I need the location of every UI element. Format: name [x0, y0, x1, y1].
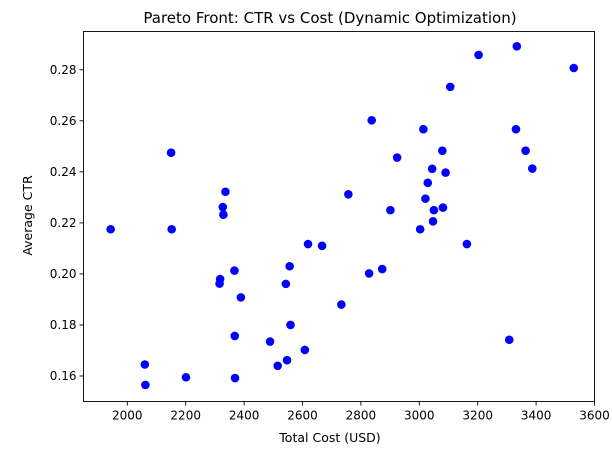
data-point	[219, 210, 228, 220]
data-point	[282, 355, 292, 365]
data-point	[438, 146, 447, 155]
data-point	[230, 331, 240, 341]
data-point	[106, 224, 115, 234]
y-tick-label: 0.26	[50, 114, 77, 128]
data-point	[265, 337, 275, 346]
x-tick-label: 2800	[346, 409, 377, 423]
x-tick-label: 2400	[229, 409, 260, 423]
data-point	[273, 361, 282, 371]
data-points	[106, 42, 579, 390]
data-point	[511, 124, 521, 134]
data-point	[504, 335, 514, 345]
data-point	[167, 224, 176, 234]
data-point	[421, 194, 430, 203]
data-point	[528, 164, 537, 173]
data-point	[419, 124, 428, 134]
data-point	[521, 146, 530, 155]
data-point	[300, 345, 310, 355]
y-tick-label: 0.28	[50, 63, 77, 77]
data-point	[181, 372, 191, 382]
data-point	[286, 320, 295, 330]
data-point	[428, 217, 438, 226]
x-tick-label: 2200	[170, 409, 201, 423]
data-point	[218, 202, 228, 212]
data-point	[386, 205, 395, 215]
data-point	[423, 178, 433, 188]
data-point	[367, 116, 377, 125]
data-point	[415, 224, 425, 234]
data-point	[438, 203, 448, 212]
data-point	[392, 153, 402, 162]
y-axis-label: Average CTR	[20, 175, 35, 256]
data-point	[230, 266, 239, 275]
x-tick-label: 3000	[404, 409, 435, 423]
data-point	[474, 50, 483, 60]
x-tick-label: 3200	[462, 409, 493, 423]
data-point	[377, 264, 387, 274]
data-point	[429, 205, 439, 215]
data-point	[512, 42, 522, 51]
x-tick-label: 2600	[287, 409, 318, 423]
data-point	[569, 63, 579, 73]
data-point	[141, 380, 150, 390]
y-tick-label: 0.22	[50, 216, 77, 230]
data-point	[221, 187, 230, 197]
y-tick-label: 0.24	[50, 165, 77, 179]
data-point	[337, 300, 346, 309]
data-point	[236, 293, 246, 302]
x-axis-label: Total Cost (USD)	[278, 430, 380, 445]
data-point	[281, 279, 291, 289]
y-tick-label: 0.18	[50, 318, 77, 332]
data-point	[140, 360, 150, 369]
data-point	[441, 168, 450, 177]
axis-ticks: 2000 2200 2400 2600 2800 3000 3200 3400 3600 0.16…	[50, 63, 610, 423]
data-point	[303, 239, 313, 249]
x-tick-label: 2000	[112, 409, 143, 423]
x-tick-label: 3400	[521, 409, 552, 423]
x-tick-label: 3600	[579, 409, 610, 423]
data-point	[317, 241, 327, 251]
data-point	[427, 164, 437, 174]
data-point	[445, 82, 455, 92]
y-tick-label: 0.16	[50, 369, 77, 383]
data-point	[230, 373, 240, 383]
chart-title: Pareto Front: CTR vs Cost (Dynamic Optim…	[143, 9, 516, 27]
data-point	[215, 274, 225, 284]
data-point	[344, 190, 353, 199]
data-point	[166, 148, 176, 158]
plot-frame	[83, 31, 595, 402]
data-point	[364, 269, 374, 278]
data-point	[462, 239, 472, 249]
data-point	[285, 261, 294, 271]
y-tick-label: 0.20	[50, 267, 77, 281]
